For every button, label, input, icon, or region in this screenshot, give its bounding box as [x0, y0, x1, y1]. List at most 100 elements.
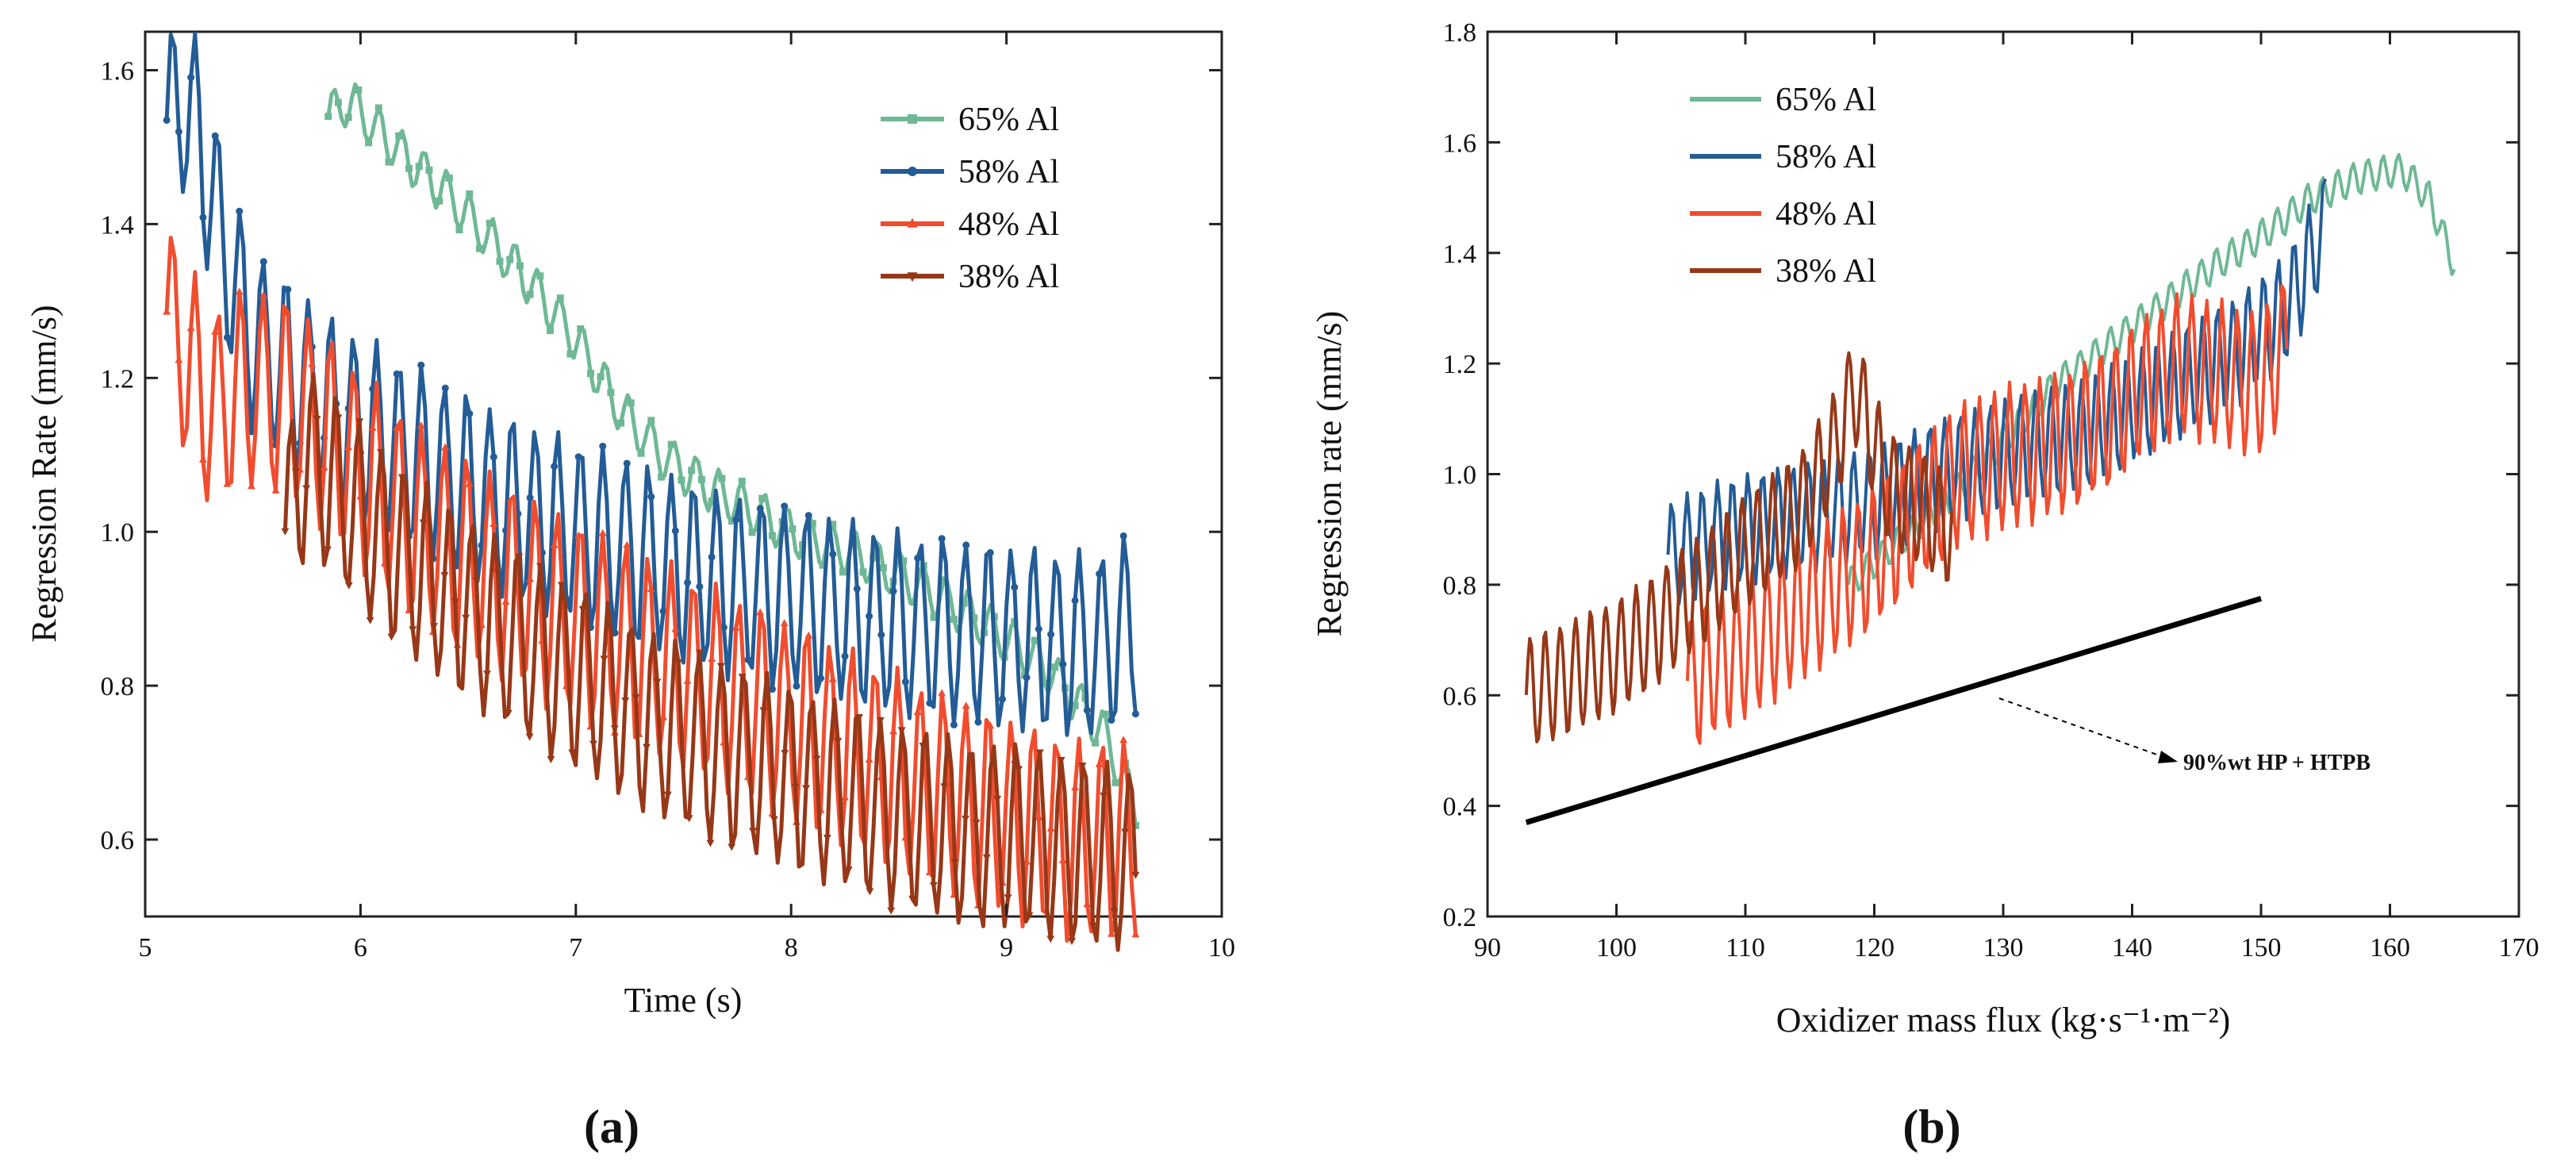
data-point — [685, 815, 693, 823]
chart-b-ticks-group: 90 100 110 120 130 140 150 160 170 0.2 0.4 0.6 0.8 1.… — [1443, 18, 2540, 963]
y-tick-label: 0.8 — [1443, 571, 1477, 601]
data-point — [313, 416, 321, 424]
data-point — [853, 585, 861, 593]
series-line — [1685, 284, 2289, 745]
data-point — [374, 104, 382, 112]
data-point — [756, 505, 764, 513]
data-point — [627, 399, 635, 407]
series-38-al — [1524, 351, 1953, 744]
data-point — [897, 727, 906, 735]
data-point — [355, 418, 364, 426]
data-point — [1078, 763, 1087, 770]
data-point — [708, 498, 716, 505]
data-point — [866, 888, 874, 896]
data-point — [859, 568, 867, 576]
data-point — [621, 697, 630, 705]
y-tick-label: 1.2 — [101, 364, 135, 394]
data-point — [556, 294, 564, 302]
data-point — [647, 417, 655, 425]
data-point — [385, 158, 393, 166]
data-point — [1023, 857, 1031, 865]
data-point — [547, 326, 555, 334]
data-point — [804, 631, 813, 639]
data-point — [671, 624, 680, 632]
legend-label: 38% Al — [958, 259, 1059, 295]
data-point — [866, 612, 873, 620]
data-point — [696, 649, 704, 657]
y-tick-label: 1.6 — [101, 56, 135, 86]
data-point — [1031, 636, 1038, 644]
data-point — [1092, 739, 1100, 747]
data-point — [610, 725, 619, 733]
data-point — [901, 678, 909, 686]
data-point — [718, 475, 726, 482]
y-tick-label: 1.0 — [101, 518, 135, 548]
data-point — [557, 582, 566, 590]
data-point — [334, 414, 343, 422]
data-point — [284, 286, 292, 294]
data-point — [1108, 717, 1115, 724]
data-point — [551, 463, 559, 471]
data-point — [972, 819, 981, 827]
series-line-black — [1525, 595, 2263, 825]
data-point — [635, 632, 643, 640]
data-point — [516, 262, 524, 270]
data-point — [819, 561, 827, 569]
legend-label: 48% Al — [1776, 196, 1876, 232]
data-point — [683, 676, 692, 684]
data-point — [1035, 813, 1043, 820]
data-point — [684, 578, 692, 586]
data-point — [823, 834, 831, 842]
data-point — [910, 598, 918, 606]
data-point — [1068, 937, 1076, 945]
data-point — [1015, 766, 1023, 774]
chart-a-xlabel: Time (s) — [624, 981, 743, 1020]
data-point — [970, 614, 978, 622]
data-point — [697, 475, 705, 483]
data-point — [879, 564, 887, 572]
data-point — [504, 709, 513, 717]
data-point — [876, 717, 885, 724]
data-point — [950, 615, 958, 623]
data-point — [415, 163, 423, 171]
series-48-al — [1685, 284, 2289, 745]
data-point — [659, 713, 668, 720]
chart-a-ylabel: Regression Rate (mm/s) — [25, 305, 63, 642]
data-point — [716, 663, 725, 671]
y-tick-label: 1.4 — [1443, 240, 1477, 269]
data-point — [1023, 674, 1031, 682]
data-point — [756, 608, 765, 616]
data-point — [417, 361, 425, 369]
data-point — [1083, 900, 1092, 908]
x-tick-label: 140 — [2112, 933, 2152, 963]
data-point — [727, 843, 736, 851]
data-point — [586, 370, 594, 378]
y-tick-label: 1.4 — [101, 210, 135, 240]
data-point — [632, 694, 640, 701]
data-point — [731, 623, 740, 631]
data-point — [291, 468, 300, 476]
data-point — [425, 166, 433, 174]
chart-b-annotation: 90%wt HP + HTPB — [2183, 751, 2371, 775]
data-point — [781, 502, 789, 510]
data-point — [808, 520, 816, 528]
y-tick-label: 0.8 — [101, 672, 135, 701]
chart-b-ylabel: Regression rate (mm/s) — [1310, 311, 1349, 637]
data-point — [986, 721, 995, 729]
data-point — [919, 743, 927, 751]
data-point — [577, 325, 585, 332]
data-point — [186, 324, 195, 332]
data-point — [829, 550, 837, 558]
data-point — [441, 443, 450, 451]
data-point — [175, 128, 182, 136]
y-tick-label: 0.6 — [1443, 682, 1477, 711]
data-point — [667, 440, 675, 448]
data-point — [223, 479, 232, 487]
data-point — [1131, 821, 1139, 829]
data-point — [1119, 532, 1127, 540]
data-point — [436, 197, 443, 205]
y-tick-label: 1.8 — [1443, 18, 1477, 48]
chart-b-xlabel: Oxidizer mass flux (kg·s⁻¹·m⁻²) — [1776, 1001, 2231, 1039]
data-point — [1046, 824, 1055, 832]
y-tick-label: 0.2 — [1443, 903, 1477, 932]
